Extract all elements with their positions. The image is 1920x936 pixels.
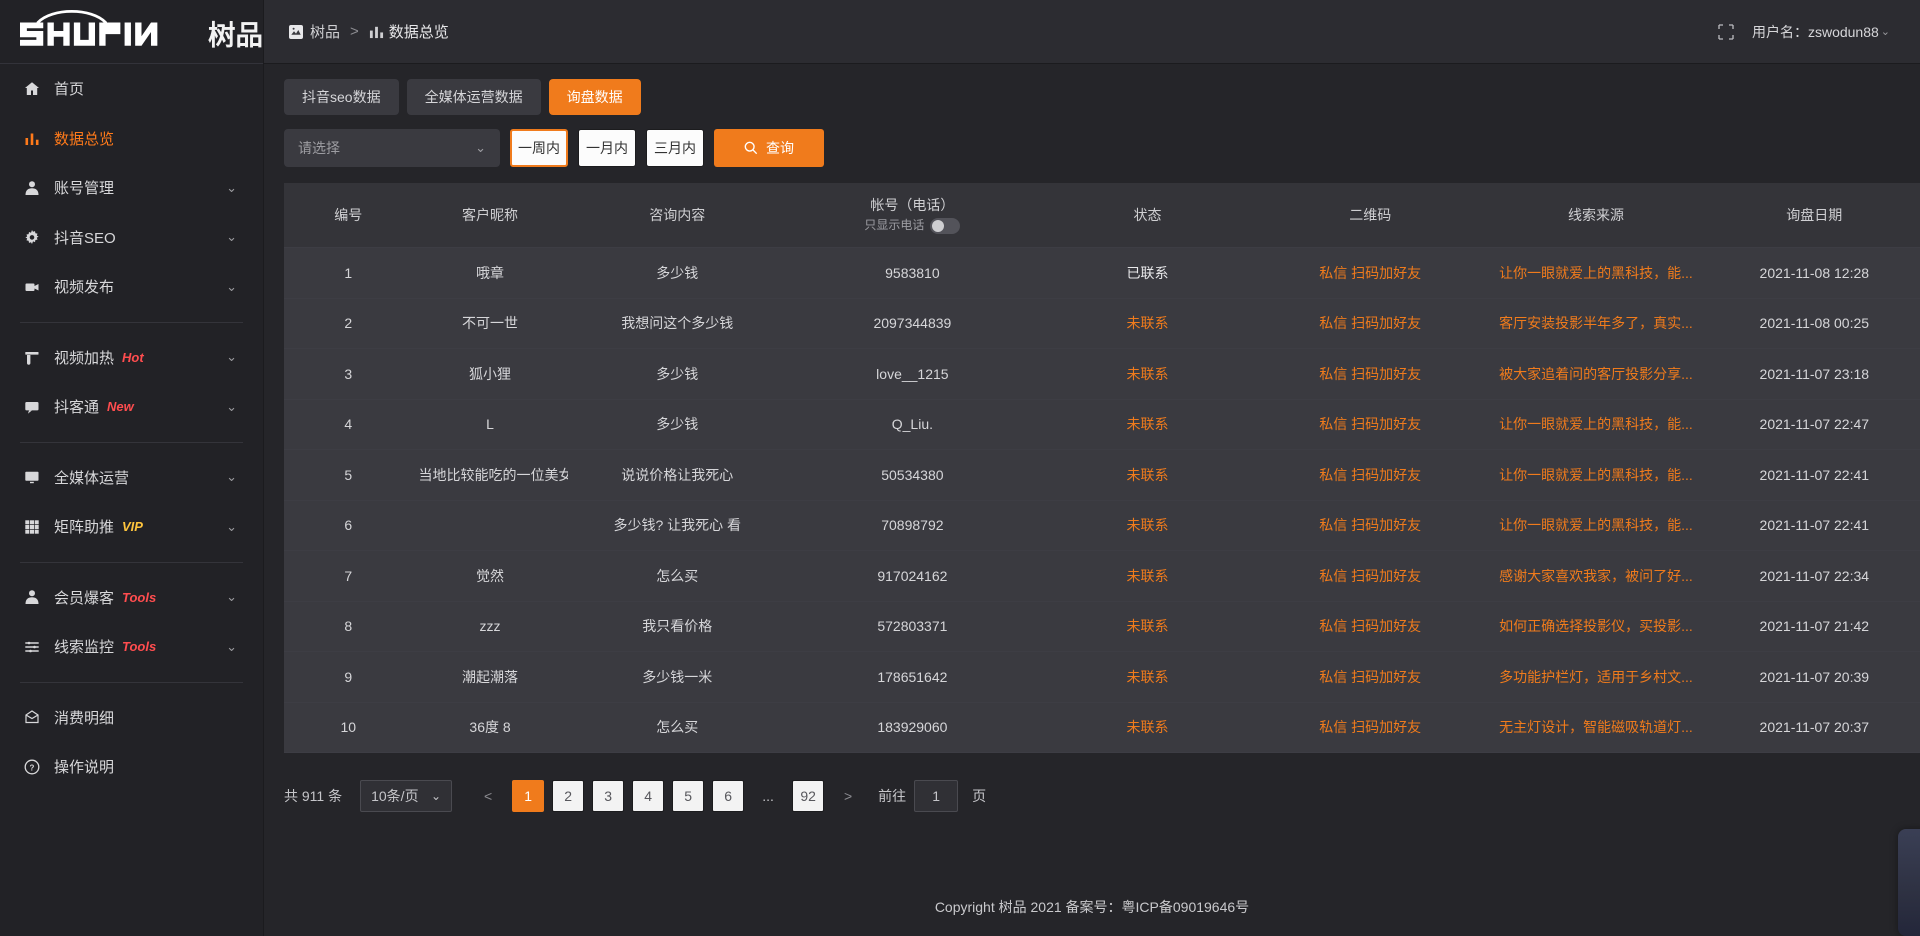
svg-text:?: ? xyxy=(30,763,35,772)
svg-text:树品: 树品 xyxy=(208,19,263,50)
